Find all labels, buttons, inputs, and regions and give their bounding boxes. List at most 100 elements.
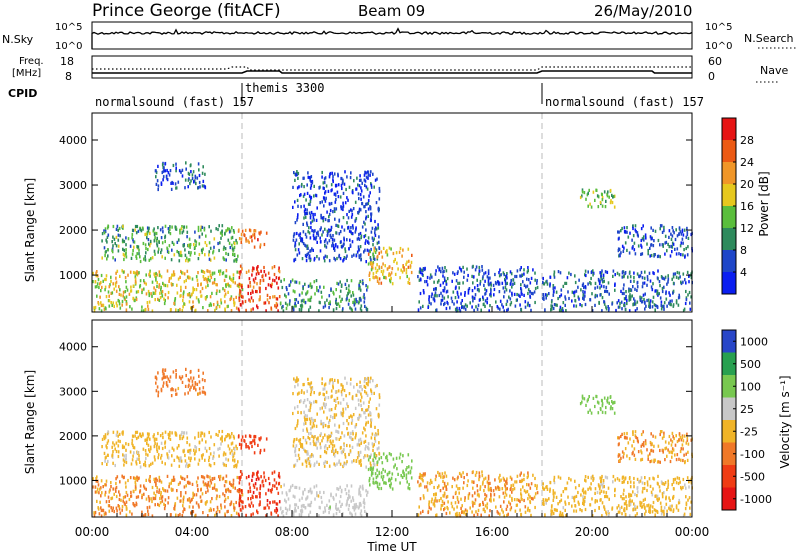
velocity-cell bbox=[350, 421, 353, 425]
power-cell bbox=[511, 285, 513, 289]
power-cell bbox=[494, 272, 496, 277]
velocity-cell bbox=[444, 506, 446, 510]
power-cell bbox=[341, 297, 343, 301]
velocity-cell bbox=[173, 507, 175, 511]
velocity-cell bbox=[95, 479, 98, 483]
power-cell bbox=[370, 268, 373, 272]
power-cell bbox=[293, 171, 295, 175]
velocity-cell bbox=[260, 475, 262, 479]
velocity-cell bbox=[189, 370, 192, 374]
velocity-cell bbox=[506, 487, 508, 491]
velocity-cell bbox=[675, 506, 678, 510]
velocity-cell bbox=[156, 478, 158, 482]
velocity-cell bbox=[253, 435, 255, 439]
velocity-cell bbox=[451, 505, 454, 509]
power-cell bbox=[335, 297, 337, 301]
velocity-cell bbox=[194, 514, 196, 518]
power-cell bbox=[158, 270, 161, 274]
power-cell bbox=[515, 298, 518, 302]
power-cell bbox=[153, 239, 156, 243]
velocity-cell bbox=[185, 431, 188, 435]
power-cell bbox=[139, 259, 142, 264]
power-cell bbox=[103, 229, 105, 233]
velocity-cell bbox=[184, 491, 187, 495]
power-cell bbox=[479, 279, 482, 284]
power-cell bbox=[679, 230, 682, 234]
power-cell bbox=[672, 291, 674, 295]
velocity-cell bbox=[498, 476, 500, 480]
velocity-cell bbox=[389, 485, 392, 489]
velocity-cell bbox=[306, 450, 309, 454]
velocity-cell bbox=[117, 444, 120, 448]
power-cell bbox=[676, 247, 679, 251]
velocity-cell bbox=[100, 508, 103, 513]
velocity-cell bbox=[241, 500, 243, 504]
power-cell bbox=[251, 239, 253, 243]
power-cell bbox=[673, 231, 675, 235]
velocity-cell bbox=[342, 397, 345, 402]
velocity-cell bbox=[292, 511, 295, 515]
velocity-cell bbox=[272, 500, 274, 504]
velocity-cell bbox=[335, 512, 338, 516]
velocity-cell bbox=[146, 506, 149, 510]
velocity-cell bbox=[206, 485, 209, 489]
velocity-cell bbox=[473, 513, 475, 517]
power-cell bbox=[224, 300, 226, 304]
power-cell bbox=[322, 181, 325, 185]
power-cell bbox=[225, 258, 227, 262]
velocity-cell bbox=[353, 503, 356, 507]
velocity-cell bbox=[328, 381, 331, 385]
power-cell bbox=[136, 252, 138, 256]
power-cell bbox=[367, 207, 370, 211]
power-cell bbox=[511, 293, 513, 297]
power-cell bbox=[351, 232, 354, 236]
velocity-cell bbox=[302, 490, 304, 494]
power-cell bbox=[511, 291, 513, 295]
power-cell bbox=[178, 169, 181, 173]
velocity-cell bbox=[446, 482, 449, 486]
velocity-cell bbox=[601, 514, 603, 518]
power-cell bbox=[187, 258, 190, 262]
velocity-cell bbox=[257, 470, 259, 474]
velocity-cell bbox=[153, 491, 155, 495]
velocity-cell bbox=[330, 408, 333, 412]
velocity-cell bbox=[343, 463, 345, 467]
velocity-cell bbox=[305, 450, 307, 454]
power-cell bbox=[186, 293, 189, 297]
velocity-cell bbox=[230, 442, 233, 446]
velocity-cell bbox=[307, 408, 310, 412]
power-cell bbox=[604, 205, 607, 209]
velocity-cell bbox=[303, 391, 305, 395]
velocity-cell bbox=[511, 496, 513, 501]
velocity-cell bbox=[179, 456, 182, 460]
power-cell bbox=[143, 279, 145, 283]
power-cell bbox=[345, 286, 348, 290]
power-cell bbox=[232, 273, 235, 277]
velocity-cell bbox=[265, 492, 267, 496]
power-cell bbox=[516, 269, 519, 273]
power-cell bbox=[636, 280, 639, 284]
power-cell bbox=[326, 241, 329, 245]
velocity-cell bbox=[198, 380, 201, 384]
velocity-cell bbox=[182, 497, 185, 501]
velocity-cell bbox=[105, 444, 107, 448]
power-cell bbox=[195, 288, 198, 292]
power-cell bbox=[164, 293, 167, 297]
velocity-cell bbox=[301, 389, 303, 393]
power-cell bbox=[483, 283, 485, 287]
velocity-cell bbox=[458, 512, 461, 516]
velocity-cell bbox=[360, 403, 362, 408]
power-cell bbox=[259, 245, 261, 249]
power-cell bbox=[438, 268, 440, 272]
velocity-cell bbox=[166, 375, 168, 379]
velocity-cell bbox=[658, 485, 661, 489]
velocity-cell bbox=[321, 377, 323, 381]
velocity-cell bbox=[148, 476, 151, 480]
power-cell bbox=[224, 247, 227, 251]
velocity-cell bbox=[354, 512, 357, 516]
power-cell bbox=[562, 309, 564, 313]
power-cell bbox=[197, 257, 200, 261]
power-cell bbox=[97, 274, 99, 278]
velocity-cell bbox=[464, 498, 466, 502]
power-cell bbox=[346, 297, 348, 301]
